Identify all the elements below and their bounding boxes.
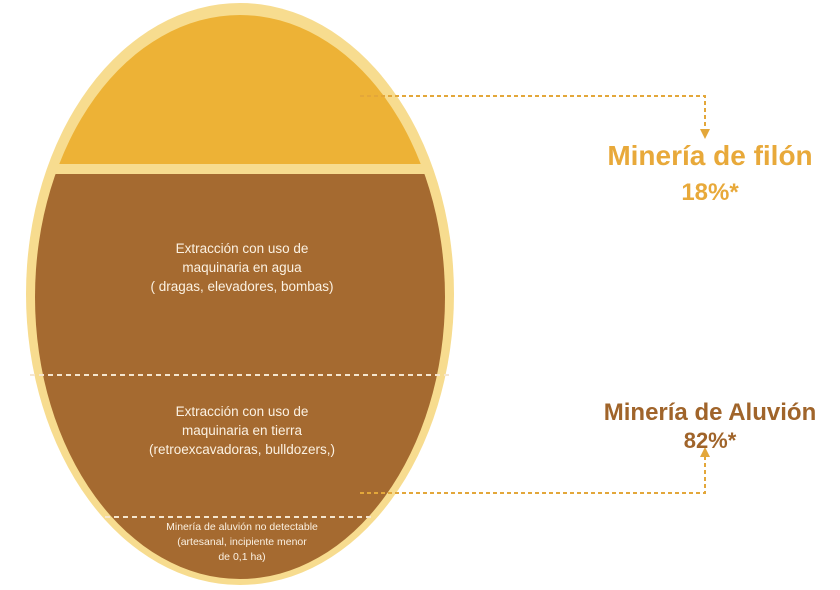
- connector: [360, 95, 710, 139]
- region-text: Extracción con uso de: [176, 404, 309, 419]
- filon-segment: [35, 15, 445, 164]
- label-name: Minería de filón: [607, 140, 812, 171]
- region-text: Minería de aluvión no detectable: [166, 521, 318, 533]
- region-text: maquinaria en tierra: [182, 423, 303, 438]
- region-text: Extracción con uso de: [176, 241, 309, 256]
- region-texts: Extracción con uso de maquinaria en agua (…: [149, 241, 335, 563]
- connector: [360, 447, 710, 494]
- separator: [35, 164, 445, 174]
- label-percent: 82%*: [684, 428, 737, 453]
- region-text: (retroexcavadoras, bulldozers,): [149, 442, 335, 457]
- region-text: maquinaria en agua: [182, 260, 302, 275]
- region-text: (artesanal, incipiente menor: [177, 536, 307, 548]
- label-percent: 18%*: [681, 179, 739, 206]
- region-text: ( dragas, elevadores, bombas): [150, 279, 333, 294]
- label-name: Minería de Aluvión: [604, 399, 816, 426]
- region-text: de 0,1 ha): [218, 551, 265, 563]
